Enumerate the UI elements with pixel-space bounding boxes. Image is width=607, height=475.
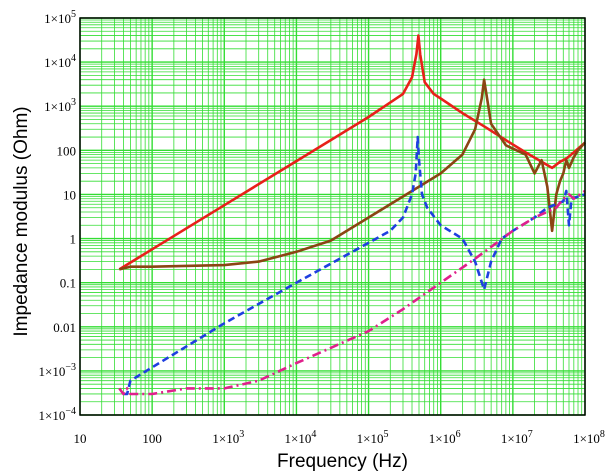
y-tick-label: 10 [63,187,76,202]
y-tick-label: 1×103 [44,97,76,114]
series-line-4 [118,189,586,396]
x-tick-label: 1×107 [501,429,533,446]
series-lines [118,34,586,396]
series-line-1 [118,34,586,271]
plot-frame [79,17,586,416]
x-tick-label: 1×108 [573,429,605,446]
x-tick-label: 100 [142,431,162,446]
y-tick-label: 0.1 [60,276,76,291]
series-line-3 [123,135,586,396]
y-tick-label: 1×104 [44,53,76,70]
x-tick-label: 10 [74,431,87,446]
y-tick-label: 1×105 [44,9,76,26]
x-tick-label: 1×105 [357,429,389,446]
y-tick-labels: 1×10−4 1×10−3 0.01 0.1 1 10 100 1×103 1×104 1×105 [39,9,76,423]
x-axis-label: Frequency (Hz) [277,451,408,472]
y-tick-label: 0.01 [53,320,76,335]
series-line-2 [118,78,586,271]
y-axis-label: Impedance modulus (Ohm) [11,106,32,336]
x-tick-labels: 10 100 1×103 1×104 1×105 1×106 1×107 1×108 [74,429,605,446]
y-tick-label: 1×10−3 [39,362,76,379]
y-tick-label: 1 [70,232,77,247]
x-tick-label: 1×104 [285,429,317,446]
y-tick-label: 1×10−4 [39,406,76,423]
x-tick-label: 1×106 [429,429,461,446]
x-tick-label: 1×103 [212,429,244,446]
y-tick-label: 100 [57,143,77,158]
grid-lines [79,17,586,416]
